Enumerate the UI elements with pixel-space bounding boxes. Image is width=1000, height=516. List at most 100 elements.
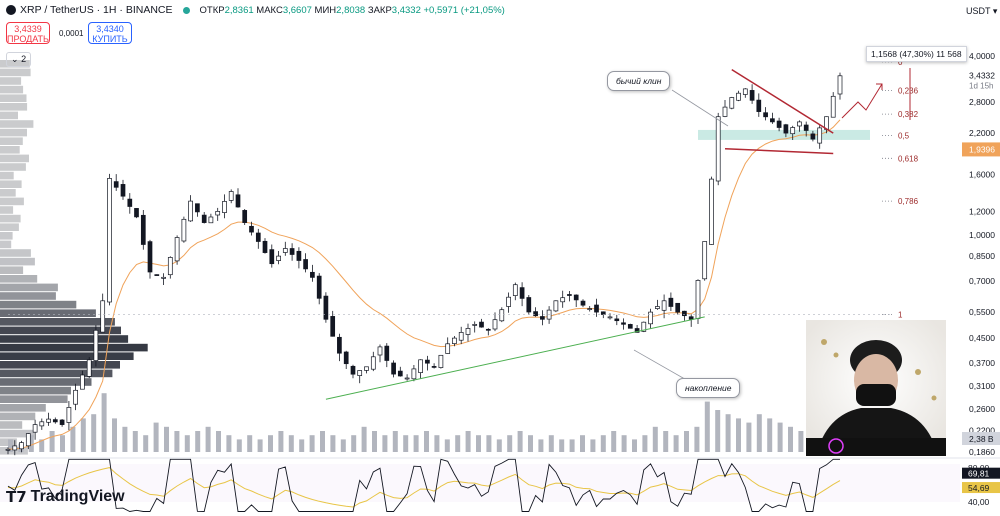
candle-down <box>391 362 396 375</box>
volume-bar <box>590 439 596 452</box>
candle-up <box>222 201 227 213</box>
profile-bar <box>0 283 58 292</box>
rsi-value-label: 69,81 <box>968 469 990 479</box>
profile-bar <box>0 68 31 77</box>
wedge-lower-line <box>724 147 834 155</box>
candle-up <box>228 191 234 201</box>
candle-up <box>445 343 451 354</box>
profile-bar <box>0 146 20 154</box>
volume-bar <box>330 435 336 452</box>
price-tick-label: 0,7000 <box>969 276 995 286</box>
fib-level-label: 0,618 <box>898 154 919 163</box>
volume-profile <box>0 60 148 455</box>
candle-down <box>350 365 356 375</box>
candle-down <box>52 419 58 423</box>
price-tick-label: 1,2000 <box>969 206 995 216</box>
moving-average-line <box>7 119 841 450</box>
candle-up <box>174 237 180 262</box>
sell-label: ПРОДАТЬ <box>7 34 49 44</box>
candle-down <box>526 297 532 313</box>
wedge-callout[interactable]: бычий клин <box>607 71 671 91</box>
price-axis: 4,0000 2,8000 2,2000 1,6000 1,2000 1,0000 0,85… <box>962 51 1000 457</box>
price-tick-label: 1,6000 <box>969 169 995 179</box>
candle-down <box>776 120 782 128</box>
accumulation-callout[interactable]: накопление <box>676 378 741 398</box>
candle-up <box>93 329 99 361</box>
last-price-tag <box>962 68 1000 83</box>
candle-down <box>235 194 241 208</box>
tradingview-mark-icon: 𝗧𝟳 <box>6 489 27 506</box>
candles <box>5 72 843 456</box>
candle-down <box>519 287 525 299</box>
projection-arrow-head <box>876 83 883 90</box>
candle-up <box>19 442 24 450</box>
candle-down <box>249 225 254 233</box>
volume-bar <box>767 418 773 452</box>
market-status-icon <box>182 6 190 14</box>
volume-bar <box>444 439 450 452</box>
candle-down <box>201 214 207 223</box>
volume-bar <box>715 410 721 452</box>
volume-bar <box>80 418 86 452</box>
candle-down <box>533 311 538 317</box>
symbol-title[interactable]: XRP / TetherUS · 1H · BINANCE <box>20 4 173 16</box>
price-tick-label: 0,2200 <box>969 425 995 435</box>
volume-bar <box>28 435 34 452</box>
profile-bar <box>0 189 16 197</box>
measure-tooltip: 1,1568 (47,30%) 11 568 <box>866 46 967 62</box>
indicators-toggle[interactable]: ⌄ 2 <box>6 52 32 67</box>
profile-bar <box>0 361 120 369</box>
currency-selector[interactable]: USDT ▾ <box>966 6 997 17</box>
candle-up <box>12 445 18 451</box>
high-label: МАКС <box>256 4 283 16</box>
candle-up <box>418 359 423 373</box>
profile-bar <box>0 369 113 378</box>
candle-up <box>364 366 369 371</box>
sell-button[interactable]: 3,4339 ПРОДАТЬ <box>6 22 50 44</box>
profile-bar <box>0 77 22 85</box>
volume-bar <box>777 422 783 452</box>
close-value: 3,4332 <box>391 4 421 16</box>
profile-bar <box>0 197 24 206</box>
fib-level-label: 0,786 <box>898 197 919 206</box>
volume-bar <box>205 426 211 452</box>
volume-bar <box>184 435 190 452</box>
profile-bar <box>0 103 28 111</box>
volume-bar <box>798 431 804 452</box>
candle-up <box>458 332 464 341</box>
buy-price: 3,4340 <box>96 24 124 34</box>
buy-button[interactable]: 3,4340 КУПИТЬ <box>88 22 132 44</box>
candle-down <box>567 294 572 296</box>
close-label: ЗАКР <box>367 4 392 16</box>
candle-down <box>763 112 768 118</box>
candle-up <box>276 255 281 261</box>
volume-bar <box>788 426 793 452</box>
candle-down <box>770 118 775 123</box>
candle-up <box>370 356 376 370</box>
candle-down <box>269 249 275 265</box>
profile-bar <box>0 326 121 335</box>
volume-bar <box>236 439 242 452</box>
candle-up <box>452 337 457 344</box>
candle-down <box>134 208 139 218</box>
tradingview-logo: 𝗧𝟳 TradingView <box>6 488 125 506</box>
volume-bar <box>101 393 107 452</box>
ma-price-label: 1,9396 <box>969 144 995 154</box>
candle-up <box>709 178 714 245</box>
volume-bar <box>382 435 388 452</box>
candle-up <box>181 218 187 242</box>
candle-down <box>675 302 681 313</box>
candle-down <box>127 198 133 207</box>
drawings <box>325 68 911 400</box>
volume-bars <box>8 393 835 452</box>
profile-bar <box>0 206 14 214</box>
candle-up <box>80 374 85 390</box>
volume-bar <box>580 435 585 452</box>
candle-down <box>337 336 342 354</box>
countdown-label: 1d 15h <box>969 82 993 91</box>
ohlc-readout: ОТКР2,8361 МАКС3,6607 МИН2,8038 ЗАКР3,43… <box>200 5 505 16</box>
candle-up <box>736 92 741 101</box>
candle-up <box>715 116 721 182</box>
volume-bar <box>268 435 273 452</box>
